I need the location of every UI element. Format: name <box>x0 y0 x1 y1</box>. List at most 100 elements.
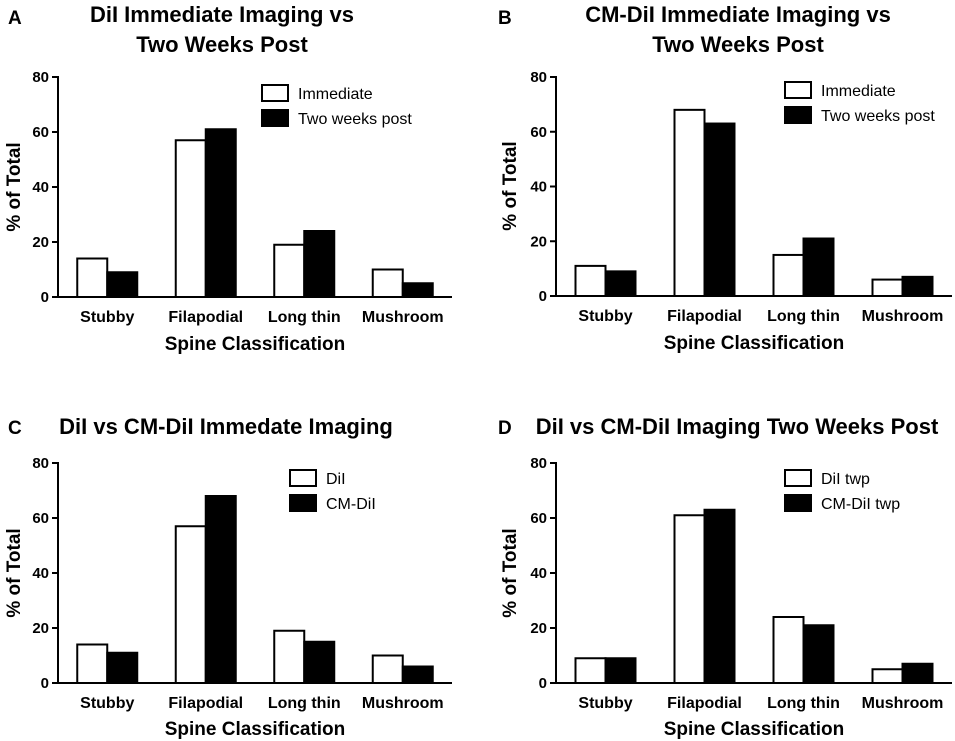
bar-dii-filapodial <box>174 525 207 684</box>
y-tick-label: 20 <box>530 620 547 637</box>
chart-title: Two Weeks Post <box>136 32 308 57</box>
x-category-label: Long thin <box>268 309 341 326</box>
x-category-label: Stubby <box>80 695 134 712</box>
y-tick-label: 60 <box>32 124 49 141</box>
legend-label: Immediate <box>298 86 373 103</box>
x-category-label: Filapodial <box>667 695 742 712</box>
x-category-label: Mushroom <box>862 308 944 325</box>
bar-dii-mushroom <box>371 654 404 684</box>
x-category-label: Mushroom <box>362 695 444 712</box>
bar-dii-twp-mushroom <box>871 668 904 684</box>
bar-two-weeks-post-long-thin <box>303 230 336 298</box>
x-category-label: Long thin <box>767 695 840 712</box>
bar-two-weeks-post-filapodial <box>703 122 736 297</box>
y-tick-label: 80 <box>530 455 547 472</box>
bar-immediate-stubby <box>574 264 607 298</box>
bar-two-weeks-post-filapodial <box>204 128 237 298</box>
legend-swatch <box>784 106 812 124</box>
bar-dii-stubby <box>76 643 109 684</box>
legend-label: Two weeks post <box>821 108 935 125</box>
y-axis-label: % of Total <box>4 528 25 617</box>
bar-cm-dii-stubby <box>106 651 139 684</box>
bar-cm-dii-twp-long-thin <box>802 624 835 684</box>
chart-title: Two Weeks Post <box>652 32 824 57</box>
chart-title: CM-DiI Immediate Imaging vs <box>585 2 891 27</box>
legend-label: Two weeks post <box>298 111 412 128</box>
bar-cm-dii-filapodial <box>204 495 237 684</box>
bar-dii-twp-long-thin <box>772 616 805 684</box>
x-category-label: Filapodial <box>667 308 742 325</box>
y-tick-label: 0 <box>539 675 547 692</box>
y-tick-label: 0 <box>41 675 49 692</box>
y-axis-label: % of Total <box>500 528 521 617</box>
chart-title: DiI vs CM-DiI Immedate Imaging <box>59 414 393 439</box>
y-tick-label: 60 <box>530 124 547 141</box>
bar-cm-dii-twp-filapodial <box>703 508 736 684</box>
bar-cm-dii-twp-mushroom <box>901 662 934 684</box>
x-category-label: Mushroom <box>862 695 944 712</box>
y-tick-label: 80 <box>530 69 547 86</box>
bar-immediate-filapodial <box>673 108 706 297</box>
panel-b: B CM-DiI Immediate Imaging vs Two Weeks Po… <box>498 2 952 354</box>
y-tick-label: 40 <box>530 565 547 582</box>
y-tick-label: 20 <box>32 234 49 251</box>
bar-immediate-long-thin <box>772 253 805 297</box>
y-tick-label: 40 <box>530 179 547 196</box>
panel-d: D DiI vs CM-DiI Imaging Two Weeks Post 0 20… <box>498 414 952 740</box>
x-category-label: Stubby <box>80 309 134 326</box>
x-category-label: Filapodial <box>168 309 243 326</box>
y-tick-label: 40 <box>32 565 49 582</box>
chart-title: DiI vs CM-DiI Imaging Two Weeks Post <box>536 414 939 439</box>
bar-immediate-mushroom <box>371 268 404 298</box>
x-category-label: Long thin <box>767 308 840 325</box>
bar-immediate-long-thin <box>273 243 306 298</box>
panel-a: A DiI Immediate Imaging vs Two Weeks Post 0… <box>4 2 452 355</box>
y-tick-label: 80 <box>32 455 49 472</box>
bar-immediate-mushroom <box>871 278 904 298</box>
panel-c: C DiI vs CM-DiI Immedate Imaging 0 20 40 60 80… <box>4 414 452 740</box>
x-category-label: Mushroom <box>362 309 444 326</box>
y-tick-label: 60 <box>32 510 49 527</box>
legend-label: CM-DiI <box>326 496 376 513</box>
y-tick-label: 0 <box>539 288 547 305</box>
panel-letter: D <box>498 418 512 439</box>
bar-immediate-filapodial <box>174 139 207 298</box>
bar-dii-twp-stubby <box>574 657 607 684</box>
legend-swatch <box>784 494 812 512</box>
bar-two-weeks-post-mushroom <box>401 282 434 298</box>
x-axis-label: Spine Classification <box>165 334 346 355</box>
x-category-label: Stubby <box>578 695 632 712</box>
bar-dii-twp-filapodial <box>673 514 706 684</box>
bar-two-weeks-post-stubby <box>604 270 637 297</box>
y-tick-label: 0 <box>41 289 49 306</box>
panel-letter: C <box>8 418 22 439</box>
x-category-label: Long thin <box>268 695 341 712</box>
bar-dii-long-thin <box>273 629 306 684</box>
panel-letter: B <box>498 8 512 29</box>
x-category-label: Stubby <box>578 308 632 325</box>
legend-label: CM-DiI twp <box>821 496 900 513</box>
y-tick-label: 40 <box>32 179 49 196</box>
y-tick-label: 60 <box>530 510 547 527</box>
y-tick-label: 20 <box>530 233 547 250</box>
legend-swatch <box>784 469 812 487</box>
bar-cm-dii-twp-stubby <box>604 657 637 684</box>
bar-two-weeks-post-mushroom <box>901 275 934 297</box>
chart-title: DiI Immediate Imaging vs <box>90 2 354 27</box>
legend-label: DiI twp <box>821 471 870 488</box>
legend-swatch <box>784 81 812 99</box>
legend-swatch <box>289 494 317 512</box>
bar-immediate-stubby <box>76 257 109 298</box>
x-category-label: Filapodial <box>168 695 243 712</box>
x-axis-label: Spine Classification <box>664 719 845 740</box>
x-axis-label: Spine Classification <box>664 333 845 354</box>
y-tick-label: 80 <box>32 69 49 86</box>
panel-letter: A <box>8 8 22 29</box>
legend-swatch <box>261 84 289 102</box>
bar-two-weeks-post-stubby <box>106 271 139 298</box>
y-axis-label: % of Total <box>4 142 25 231</box>
legend-label: Immediate <box>821 83 896 100</box>
bar-cm-dii-mushroom <box>401 665 434 684</box>
bar-cm-dii-long-thin <box>303 640 336 684</box>
